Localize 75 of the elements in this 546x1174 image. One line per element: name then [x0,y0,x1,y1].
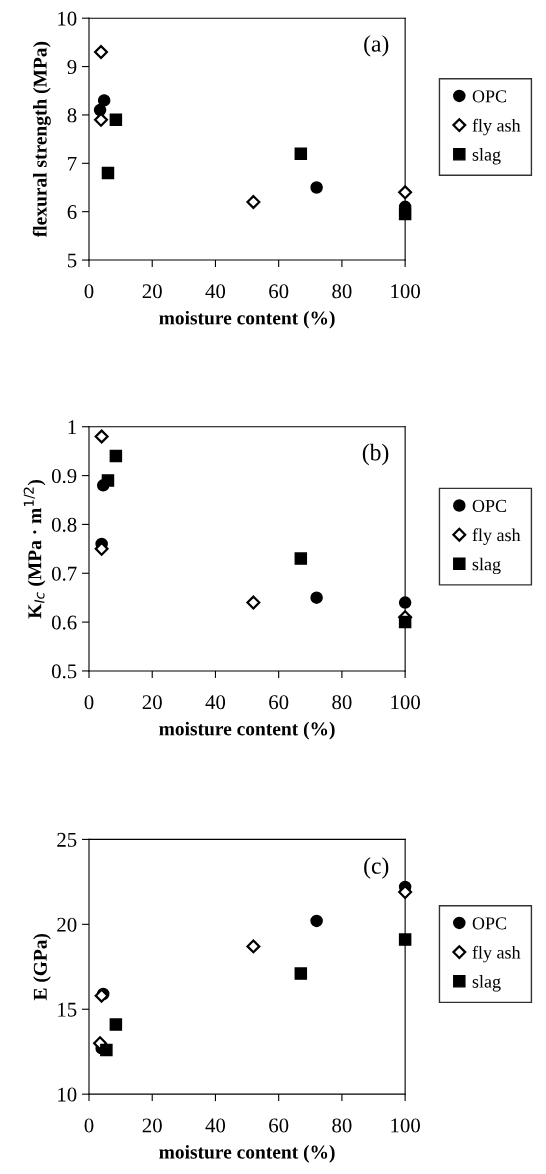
legend-label: OPC [472,90,507,103]
point [101,166,115,180]
x-tick-label: 20 [142,1118,162,1133]
legend-label: slag [472,557,501,575]
x-tick-label: 40 [205,284,226,299]
point [294,552,308,565]
point [94,429,109,444]
x-axis-title: moisture content (%) [159,310,335,329]
x-tick-label: 0 [84,695,94,710]
y-tick-label: 0.5 [51,664,77,679]
point [294,967,308,980]
x-axis-title: moisture content (%) [159,721,335,740]
y-tick-label: 10 [58,1087,77,1102]
y-tick-label: 15 [58,1002,77,1017]
x-tick-label: 0 [84,284,94,299]
legend-label: OPC [472,917,507,930]
y-tick-label: 0.9 [51,468,77,484]
y-tick-label: 10 [58,11,77,26]
x-tick-label: 80 [332,695,352,710]
y-tick-label: 20 [57,917,77,932]
point [398,596,412,609]
x-tick-label: 100 [391,284,420,299]
x-tick-label: 100 [391,1118,420,1133]
x-tick-label: 40 [205,1118,226,1133]
point [398,207,412,221]
x-tick-label: 60 [269,284,289,299]
point [109,1018,123,1031]
x-tick-label: 0 [84,1118,94,1133]
y-axis-title: flexural strength (MPa) [32,41,51,238]
annotation: (a) [364,35,389,57]
x-tick-label: 60 [269,695,289,710]
x-tick-label: 80 [332,1118,352,1133]
x-tick-label: 20 [142,695,162,710]
point [109,113,123,127]
x-tick-label: 60 [269,1118,289,1133]
annotation: (b) [362,443,389,466]
y-tick-label: 0.8 [51,517,77,532]
point [398,185,413,200]
legend-label: slag [472,975,501,992]
y-tick-label: 1 [68,420,76,434]
point [310,591,323,604]
point [97,94,111,107]
point [101,474,115,487]
point [109,449,123,463]
y-axis-title: K$_{Ic}$ (MPa · m$^{1/2}$) [23,479,46,619]
point [246,595,261,610]
x-tick-label: 40 [205,695,226,710]
y-tick-label: 0.6 [51,615,77,630]
point [398,615,412,629]
point [94,45,109,60]
y-tick-label: 8 [67,108,77,123]
y-axis-title: E (GPa) [33,933,51,1001]
x-tick-label: 20 [142,284,162,299]
y-tick-label: 7 [68,156,77,171]
point [246,195,261,209]
point [294,147,308,160]
point [310,914,323,928]
legend-label: fly ash [472,528,521,545]
annotation: (c) [364,857,389,879]
y-tick-label: 0.7 [51,566,77,581]
point [310,181,323,194]
y-tick-label: 6 [67,205,77,220]
x-tick-label: 80 [332,284,352,299]
y-tick-label: 9 [67,60,77,74]
point [398,933,412,946]
legend-label: slag [472,148,501,165]
legend-label: fly ash [472,118,521,136]
x-tick-label: 100 [391,695,420,710]
legend-label: fly ash [472,945,521,963]
x-axis-title: moisture content (%) [159,1145,335,1163]
point [100,1043,113,1057]
y-tick-label: 25 [57,832,77,847]
point [246,939,261,954]
y-tick-label: 5 [67,253,77,268]
legend-label: OPC [472,499,507,512]
